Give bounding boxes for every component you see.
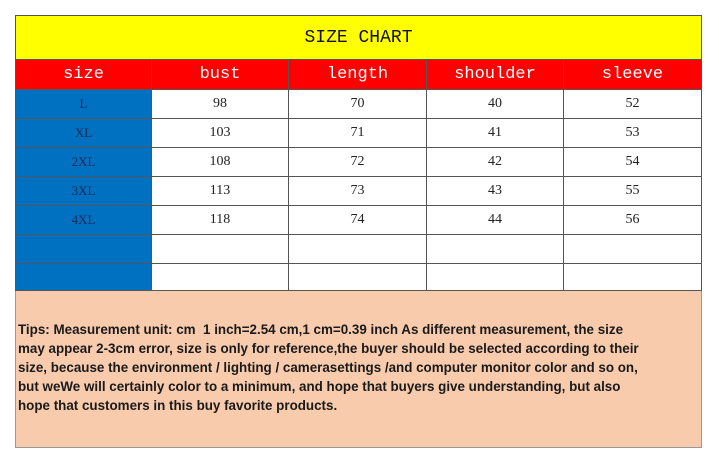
value-cell: 73 (289, 177, 427, 206)
size-cell: 4XL (15, 206, 152, 235)
value-cell: 44 (427, 206, 564, 235)
empty-cell (289, 264, 427, 291)
value-cell: 56 (564, 206, 702, 235)
empty-cell (427, 264, 564, 291)
value-cell: 43 (427, 177, 564, 206)
value-cell: 52 (564, 90, 702, 119)
empty-cell (289, 235, 427, 264)
header-cell: sleeve (564, 60, 702, 90)
size-cell: XL (15, 119, 152, 148)
empty-cell (152, 264, 289, 291)
header-cell: bust (152, 60, 289, 90)
tips-line: Tips: Measurement unit: cm 1 inch=2.54 c… (18, 322, 624, 337)
tips-line: size, because the environment / lighting… (18, 360, 638, 375)
value-cell: 41 (427, 119, 564, 148)
tips-line: may appear 2-3cm error, size is only for… (18, 341, 639, 356)
value-cell: 53 (564, 119, 702, 148)
header-cell: length (289, 60, 427, 90)
empty-cell (564, 235, 702, 264)
value-cell: 118 (152, 206, 289, 235)
empty-cell (15, 235, 152, 264)
value-cell: 54 (564, 148, 702, 177)
value-cell: 71 (289, 119, 427, 148)
value-cell: 74 (289, 206, 427, 235)
value-cell: 70 (289, 90, 427, 119)
empty-cell (152, 235, 289, 264)
value-cell: 40 (427, 90, 564, 119)
header-cell: shoulder (427, 60, 564, 90)
empty-cell (564, 264, 702, 291)
title: SIZE CHART (15, 15, 702, 60)
tips: Tips: Measurement unit: cm 1 inch=2.54 c… (15, 290, 702, 448)
tips-line: but weWe will certainly color to a minim… (18, 379, 621, 394)
empty-cell (15, 264, 152, 291)
header-cell: size (15, 60, 152, 90)
value-cell: 98 (152, 90, 289, 119)
value-cell: 108 (152, 148, 289, 177)
value-cell: 42 (427, 148, 564, 177)
tips-line: hope that customers in this buy favorite… (18, 398, 338, 413)
size-cell: 2XL (15, 148, 152, 177)
value-cell: 103 (152, 119, 289, 148)
value-cell: 55 (564, 177, 702, 206)
size-cell: 3XL (15, 177, 152, 206)
value-cell: 113 (152, 177, 289, 206)
size-cell: L (15, 90, 152, 119)
value-cell: 72 (289, 148, 427, 177)
empty-cell (427, 235, 564, 264)
